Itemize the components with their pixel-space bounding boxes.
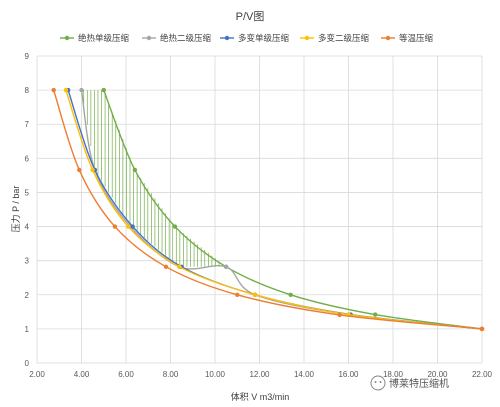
watermark: 博莱特压缩机 bbox=[370, 375, 449, 391]
data-point bbox=[101, 87, 106, 93]
y-tick-label: 1 bbox=[25, 325, 30, 334]
watermark-text: 博莱特压缩机 bbox=[389, 377, 449, 390]
legend-label: 绝热单级压缩 bbox=[78, 33, 130, 43]
legend-swatch-marker bbox=[385, 35, 391, 41]
x-tick-label: 8.00 bbox=[163, 370, 179, 379]
data-point bbox=[112, 224, 118, 229]
legend-swatch-marker bbox=[304, 35, 310, 41]
x-tick-label: 10.00 bbox=[205, 370, 226, 379]
x-axis-title: 体积 V m3/min bbox=[231, 391, 290, 402]
x-tick-label: 12.00 bbox=[249, 370, 270, 379]
legend-label: 多变二级压缩 bbox=[318, 33, 370, 43]
legend-label: 多变单级压缩 bbox=[238, 33, 290, 43]
x-tick-label: 16.00 bbox=[338, 370, 359, 379]
y-tick-label: 8 bbox=[25, 86, 30, 95]
data-point bbox=[235, 292, 240, 297]
chart-title: P/V图 bbox=[236, 10, 265, 23]
y-tick-labels: 0 1 2 3 4 5 6 7 8 9 bbox=[25, 52, 30, 368]
y-tick-label: 5 bbox=[25, 188, 30, 197]
legend-swatch-marker bbox=[224, 35, 230, 41]
y-tick-label: 6 bbox=[25, 154, 30, 163]
data-point bbox=[337, 312, 342, 318]
data-point bbox=[252, 292, 258, 297]
y-tick-label: 9 bbox=[25, 52, 30, 61]
legend-swatch-marker bbox=[146, 35, 152, 41]
legend-label: 等温压缩 bbox=[399, 33, 434, 43]
wechat-icon-eye-right bbox=[379, 381, 382, 383]
y-axis-title: 压力 P / bar bbox=[10, 186, 21, 233]
data-point bbox=[63, 87, 69, 93]
data-point bbox=[126, 224, 131, 229]
x-tick-label: 2.00 bbox=[29, 370, 45, 379]
data-point bbox=[172, 224, 178, 229]
hatched-region bbox=[83, 90, 223, 267]
series-layer bbox=[51, 87, 485, 332]
x-tick-labels: 2.00 4.00 6.00 8.00 10.00 12.00 14.00 16.00 18.0… bbox=[29, 370, 492, 379]
data-point bbox=[132, 167, 138, 173]
y-tick-label: 3 bbox=[25, 257, 30, 266]
x-tick-label: 14.00 bbox=[294, 370, 315, 379]
y-tick-label: 4 bbox=[25, 223, 30, 232]
data-point bbox=[223, 264, 229, 270]
data-point bbox=[51, 87, 56, 93]
data-point bbox=[373, 312, 378, 317]
legend: 绝热单级压缩 绝热二级压缩 多变单级压缩 多变二级压缩 等温压缩 bbox=[60, 33, 434, 43]
data-point bbox=[479, 326, 485, 332]
x-tick-label: 18.00 bbox=[383, 370, 404, 379]
y-tick-label: 0 bbox=[25, 359, 30, 368]
data-point bbox=[288, 292, 293, 297]
data-point bbox=[77, 167, 82, 173]
y-tick-label: 2 bbox=[25, 291, 30, 300]
data-point bbox=[79, 87, 84, 93]
y-tick-label: 7 bbox=[25, 120, 30, 129]
x-tick-label: 4.00 bbox=[74, 370, 90, 379]
data-point bbox=[130, 224, 135, 229]
wechat-icon-eye-left bbox=[374, 381, 377, 383]
x-tick-label: 6.00 bbox=[118, 370, 134, 379]
legend-swatch-marker bbox=[64, 35, 70, 41]
data-point bbox=[90, 167, 95, 173]
grid bbox=[36, 55, 483, 364]
data-point bbox=[177, 264, 182, 270]
series-4 bbox=[51, 87, 485, 332]
x-tick-label: 20.00 bbox=[427, 370, 448, 379]
data-point bbox=[163, 264, 169, 270]
x-tick-label: 22.00 bbox=[472, 370, 493, 379]
wechat-icon bbox=[370, 375, 386, 391]
legend-label: 绝热二级压缩 bbox=[160, 33, 212, 43]
